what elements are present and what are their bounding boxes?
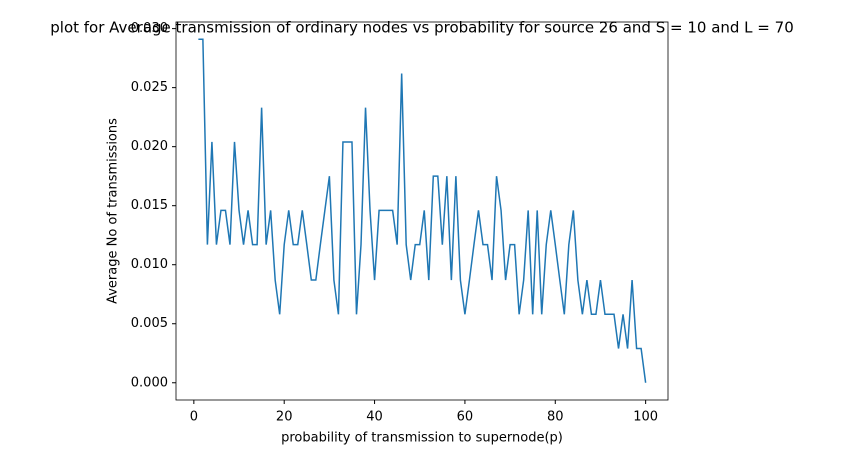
x-tick-label: 40 xyxy=(366,410,383,425)
x-tick-label: 0 xyxy=(190,410,198,425)
x-tick-label: 100 xyxy=(633,410,658,425)
y-tick-label: 0.000 xyxy=(131,375,168,390)
x-axis-label: probability of transmission to supernode… xyxy=(281,431,563,446)
y-tick-label: 0.030 xyxy=(131,21,168,36)
y-axis-label: Average No of transmissions xyxy=(106,118,121,304)
x-tick-label: 60 xyxy=(457,410,474,425)
plot-frame xyxy=(175,21,669,401)
data-line xyxy=(198,38,647,383)
y-tick-label: 0.010 xyxy=(131,257,168,272)
x-tick-label: 80 xyxy=(547,410,564,425)
y-tick-label: 0.005 xyxy=(131,316,168,331)
chart-title: plot for Average transmission of ordinar… xyxy=(50,19,793,37)
y-tick-label: 0.025 xyxy=(131,80,168,95)
y-tick-label: 0.020 xyxy=(131,139,168,154)
x-tick-label: 20 xyxy=(276,410,293,425)
y-tick-label: 0.015 xyxy=(131,198,168,213)
